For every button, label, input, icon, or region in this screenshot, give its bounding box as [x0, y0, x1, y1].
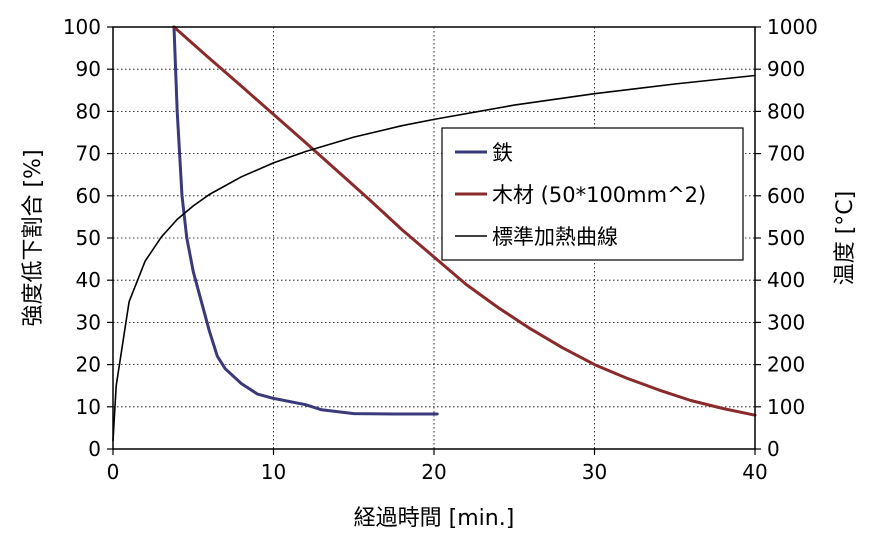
series-layer	[112, 25, 757, 442]
x-tick-label-2: 20	[421, 460, 446, 484]
y-right-tick-label-2: 200	[767, 353, 805, 377]
y-left-tick-label-7: 70	[76, 142, 101, 166]
y-left-tick-label-0: 0	[88, 437, 101, 461]
y-right-tick-label-0: 0	[767, 437, 780, 461]
y-left-tick-label-6: 60	[76, 184, 101, 208]
x-tick-label-3: 30	[582, 460, 607, 484]
legend-label-wood: 木材 (50*100mm^2)	[492, 183, 706, 207]
series-line-standard-heating	[112, 74, 756, 442]
y-right-tick-label-3: 300	[767, 310, 805, 334]
y-right-tick-label-4: 400	[767, 268, 805, 292]
x-tick-label-4: 40	[742, 460, 767, 484]
y-right-tick-label-8: 800	[767, 99, 805, 123]
series-line-iron	[172, 25, 439, 416]
y-left-tick-label-2: 20	[76, 353, 101, 377]
y-left-tick-label-8: 80	[76, 99, 101, 123]
y-left-tick-label-9: 90	[76, 57, 101, 81]
y-left-tick-label-3: 30	[76, 310, 101, 334]
y-right-tick-label-9: 900	[767, 57, 805, 81]
y-right-tick-label-7: 700	[767, 142, 805, 166]
legend-label-iron: 鉄	[492, 141, 513, 165]
legend-box	[441, 127, 744, 261]
x-axis-title: 経過時間 [min.]	[354, 506, 515, 531]
y-right-tick-label-6: 600	[767, 184, 805, 208]
y-left-tick-label-10: 100	[63, 15, 101, 39]
y-axis-right-title: 温度 [°C]	[833, 191, 858, 286]
series-line-wood	[172, 25, 757, 417]
legend: 鉄 木材 (50*100mm^2) 標準加熱曲線	[441, 127, 744, 261]
tick-layer: 0 10 20 30 400102030405060708090100010020030…	[63, 15, 818, 484]
y-right-tick-label-1: 100	[767, 395, 805, 419]
x-tick-label-0: 0	[107, 460, 120, 484]
y-right-tick-label-5: 500	[767, 226, 805, 250]
grid-layer	[113, 27, 755, 449]
y-left-tick-label-1: 10	[76, 395, 101, 419]
y-right-tick-label-10: 1000	[767, 15, 818, 39]
x-tick-label-1: 10	[261, 460, 286, 484]
y-axis-left-title: 強度低下割合 [%]	[21, 149, 46, 326]
y-left-tick-label-4: 40	[76, 268, 101, 292]
y-left-tick-label-5: 50	[76, 226, 101, 250]
legend-label-standard: 標準加熱曲線	[492, 225, 618, 249]
